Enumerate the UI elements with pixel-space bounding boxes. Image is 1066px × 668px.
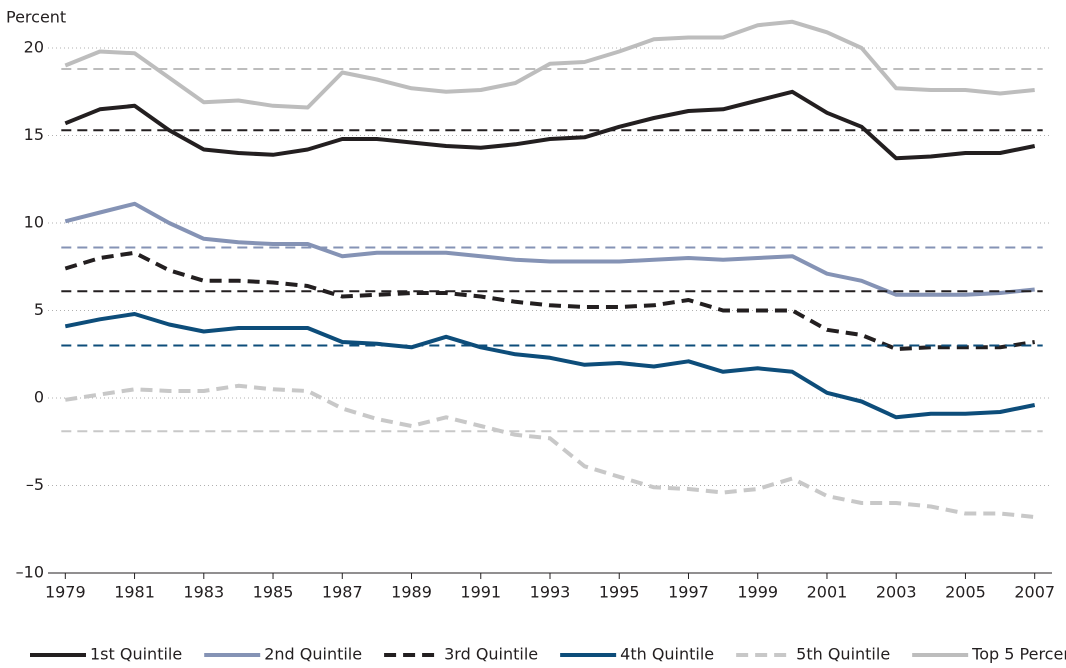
x-tick-label: 2007	[1014, 583, 1055, 602]
series-line	[64, 312, 1036, 420]
y-tick-label: 5	[34, 300, 44, 319]
x-tick-label: 1983	[183, 583, 224, 602]
x-tick-label: 2003	[876, 583, 917, 602]
x-tick-label: 1987	[322, 583, 363, 602]
legend-label: 5th Quintile	[796, 645, 890, 664]
series-line	[64, 250, 1036, 351]
y-axis-label: Percent	[6, 8, 66, 27]
legend-label: 4th Quintile	[620, 645, 714, 664]
y-tick-label: 15	[24, 125, 44, 144]
y-tick-label: 10	[24, 213, 44, 232]
legend-label: Top 5 Percent	[971, 645, 1066, 664]
legend-label: 2nd Quintile	[264, 645, 362, 664]
y-tick-label: –10	[16, 563, 44, 582]
legend-label: 1st Quintile	[90, 645, 182, 664]
x-tick-label: 1993	[530, 583, 571, 602]
series-line	[64, 383, 1035, 519]
x-tick-label: 1989	[391, 583, 432, 602]
legend-label: 3rd Quintile	[444, 645, 538, 664]
x-tick-label: 1985	[253, 583, 294, 602]
y-tick-label: 0	[34, 388, 44, 407]
series-line	[64, 201, 1035, 297]
x-tick-label: 1991	[460, 583, 501, 602]
x-tick-label: 1997	[668, 583, 709, 602]
series-line	[64, 19, 1035, 110]
y-tick-label: –5	[26, 475, 44, 494]
y-tick-label: 20	[24, 38, 44, 57]
x-tick-label: 2005	[945, 583, 986, 602]
x-tick-label: 1981	[114, 583, 155, 602]
x-tick-label: 2001	[807, 583, 848, 602]
x-tick-label: 1995	[599, 583, 640, 602]
x-tick-label: 1999	[737, 583, 778, 602]
series-line	[64, 89, 1036, 161]
x-tick-label: 1979	[45, 583, 86, 602]
